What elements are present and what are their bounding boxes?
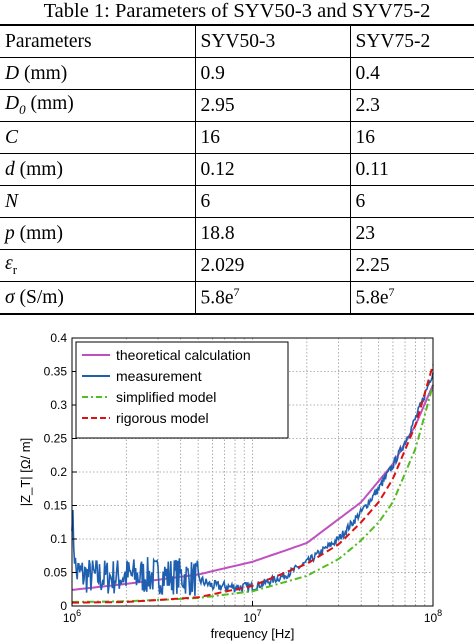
table-row: D0 (mm) 2.95 2.3: [0, 89, 474, 122]
header-syv50-3: SYV50-3: [194, 24, 351, 58]
value-syv75-2: 2.3: [349, 89, 474, 122]
y-tick-label: 0.3: [50, 398, 67, 412]
value-syv50-3: 2.029: [194, 249, 351, 282]
value-syv75-2: 6: [349, 185, 474, 218]
impedance-chart: 0 0.05 0.1 0.15 0.2 0.25 0.3 0.35 0.4 106 107 108 fr…: [18, 331, 442, 641]
legend-label: measurement: [116, 368, 202, 384]
param-unit: (S/m): [14, 286, 64, 308]
value-syv50-3: 2.95: [194, 89, 351, 122]
value-syv75-2: 0.4: [349, 57, 474, 90]
x-tick-label: 108: [424, 608, 442, 625]
table-row: εr 2.029 2.25: [0, 249, 474, 282]
param-symbol: p: [5, 222, 15, 244]
param-cell: N: [0, 185, 196, 218]
x-axis-label: frequency [Hz]: [211, 626, 295, 641]
table-row: D (mm) 0.9 0.4: [0, 57, 474, 90]
value-syv75-2: 0.11: [349, 153, 474, 186]
y-tick-label: 0.1: [50, 532, 67, 546]
x-tick-label: 107: [243, 608, 261, 625]
y-tick-label: 0: [60, 599, 67, 613]
value-syv50-3: 0.12: [194, 153, 351, 186]
param-cell: σ (S/m): [0, 281, 196, 315]
value-syv50-3: 6: [194, 185, 351, 218]
param-unit: (mm): [19, 62, 68, 84]
y-tick-label: 0.15: [44, 499, 68, 513]
value-exponent: 7: [233, 285, 240, 300]
value-mantissa: 5.8e: [200, 287, 234, 309]
value-syv50-3: 16: [194, 121, 351, 154]
series-line-rigorous-model: [72, 364, 434, 604]
param-unit: (mm): [25, 93, 74, 115]
param-symbol: N: [5, 190, 19, 212]
parameters-table: Parameters SYV50-3 SYV75-2 D (mm) 0.9 0.…: [0, 24, 474, 315]
legend-label: simplified model: [116, 389, 216, 405]
y-axis-label: |Z_T| [Ω/ m]: [18, 438, 33, 506]
table-caption: Table 1: Parameters of SYV50-3 and SYV75…: [43, 0, 431, 22]
param-unit: (mm): [14, 158, 63, 180]
value-syv75-2: 2.25: [349, 249, 474, 282]
table-header-row: Parameters SYV50-3 SYV75-2: [0, 24, 474, 58]
value-syv75-2: 16: [349, 121, 474, 154]
table-row: C 16 16: [0, 121, 474, 154]
param-cell: D0 (mm): [0, 89, 196, 122]
legend-label: theoretical calculation: [116, 347, 251, 363]
y-tick-label: 0.05: [44, 566, 68, 580]
param-symbol: C: [5, 126, 19, 148]
param-cell: p (mm): [0, 217, 196, 250]
param-symbol: σ: [5, 286, 15, 308]
value-syv50-3: 18.8: [194, 217, 351, 250]
table-row: N 6 6: [0, 185, 474, 218]
param-symbol: ε: [5, 253, 13, 275]
table-row: d (mm) 0.12 0.11: [0, 153, 474, 186]
param-cell: εr: [0, 249, 196, 282]
param-symbol: d: [5, 158, 15, 180]
y-tick-label: 0.35: [44, 365, 68, 379]
value-syv75-2: 23: [349, 217, 474, 250]
value-syv75-2: 5.8e7: [349, 281, 474, 315]
table-row: σ (S/m) 5.8e7 5.8e7: [0, 281, 474, 315]
x-tick-label: 106: [63, 608, 81, 625]
param-symbol: D: [5, 62, 20, 84]
value-exponent: 7: [388, 285, 395, 300]
y-tick-label: 0.25: [44, 432, 68, 446]
param-symbol: D: [5, 93, 20, 115]
y-tick-label: 0.4: [50, 331, 67, 345]
param-subscript: r: [12, 261, 18, 277]
legend-label: rigorous model: [116, 410, 209, 426]
param-cell: C: [0, 121, 196, 154]
param-subscript: 0: [19, 101, 26, 117]
param-cell: D (mm): [0, 57, 196, 90]
series-line-theoretical-calculation: [71, 384, 434, 591]
value-syv50-3: 5.8e7: [194, 281, 351, 315]
legend-box: [75, 341, 289, 439]
header-syv75-2: SYV75-2: [349, 24, 474, 58]
value-syv50-3: 0.9: [194, 57, 351, 90]
value-mantissa: 5.8e: [355, 287, 389, 309]
param-unit: (mm): [14, 222, 63, 244]
param-cell: d (mm): [0, 153, 196, 186]
y-tick-label: 0.2: [50, 465, 67, 479]
table-row: p (mm) 18.8 23: [0, 217, 474, 250]
header-parameters: Parameters: [0, 24, 196, 58]
